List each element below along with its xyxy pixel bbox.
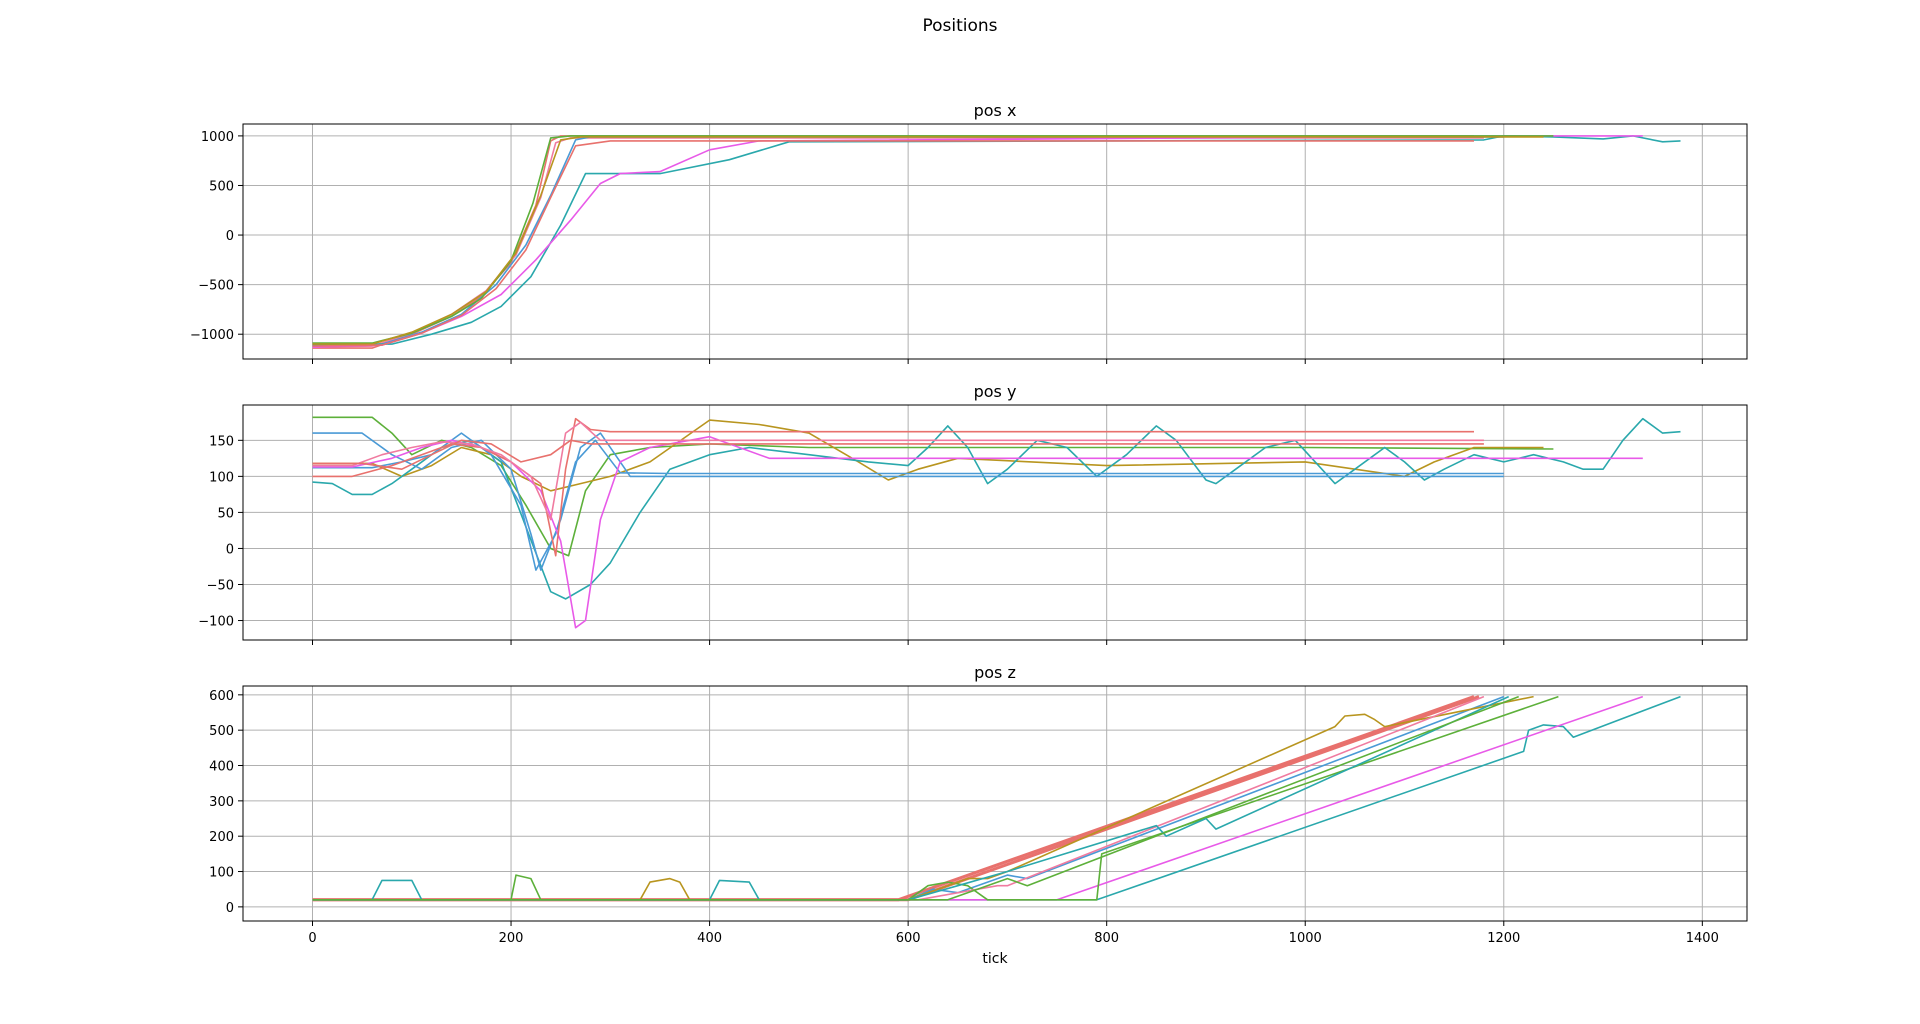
series-line-10: [312, 695, 1519, 901]
series-line-3: [312, 417, 1681, 600]
series-line-2: [312, 137, 1484, 348]
y-tick-label: 0: [226, 901, 234, 916]
series-line-8: [312, 140, 1474, 347]
subplot-1: pos x −1000 −500 0 500 1000: [190, 101, 1748, 364]
plot-frame: [242, 123, 1748, 360]
y-tick-label: −1000: [190, 328, 234, 343]
series-line-3: [312, 136, 1504, 347]
x-tick-label: 400: [697, 931, 722, 946]
series-line-2: [312, 695, 1480, 902]
subplot-3: pos z 0 200 400 600 800 1000 1200 1400 0 100 200 300…: [209, 663, 1748, 967]
x-tick-label: 1400: [1686, 931, 1719, 946]
series-line-7: [312, 136, 1544, 345]
y-tick-label: −100: [198, 615, 234, 630]
figure-title: Positions: [922, 16, 998, 36]
x-tick-label: 200: [499, 931, 524, 946]
subplot-2: pos y −100 −50 0 50 100 150: [198, 382, 1748, 645]
series-line-2: [312, 419, 1544, 492]
plot-frame: [242, 685, 1748, 922]
y-tick-label: 0: [226, 542, 234, 557]
y-tick-label: −500: [198, 279, 234, 294]
series-line-6: [312, 135, 1554, 344]
y-tick-label: 300: [209, 795, 234, 810]
x-tick-label: 0: [308, 931, 316, 946]
y-tick-label: 100: [209, 470, 234, 485]
series-line-1: [312, 416, 1554, 557]
subplot-title: pos y: [974, 382, 1017, 401]
series-line-5: [312, 135, 1643, 348]
plot-frame: [242, 404, 1748, 641]
series-line-7: [312, 695, 1534, 901]
y-tick-label: 500: [209, 724, 234, 739]
series-line-4: [312, 432, 1504, 571]
y-tick-label: 0: [226, 229, 234, 244]
series-line-7: [312, 417, 1474, 557]
y-tick-label: 1000: [201, 130, 234, 145]
y-tick-label: 500: [209, 179, 234, 194]
x-tick-label: 800: [1094, 931, 1119, 946]
y-tick-label: 400: [209, 760, 234, 775]
subplot-title: pos z: [974, 663, 1016, 682]
x-tick-label: 600: [896, 931, 921, 946]
series-line-6: [312, 695, 1559, 901]
series-line-6: [312, 435, 1643, 629]
series-line-1: [312, 135, 1474, 349]
y-tick-label: 600: [209, 689, 234, 704]
x-axis-label: tick: [982, 951, 1008, 967]
series-line-1: [312, 695, 1475, 902]
y-tick-label: 150: [209, 434, 234, 449]
y-tick-label: 50: [217, 506, 234, 521]
x-tick-label: 1200: [1487, 931, 1520, 946]
series-line-9: [312, 439, 1484, 471]
subplot-title: pos x: [974, 101, 1017, 120]
series-line-8: [312, 695, 1485, 901]
y-tick-label: −50: [207, 578, 234, 593]
y-tick-label: 200: [209, 830, 234, 845]
series-line-9: [312, 695, 1510, 901]
series-line-4: [312, 135, 1681, 346]
series-line-8: [312, 421, 1484, 521]
x-tick-label: 1000: [1289, 931, 1322, 946]
series-line-4: [312, 695, 1681, 901]
y-tick-label: 100: [209, 866, 234, 881]
